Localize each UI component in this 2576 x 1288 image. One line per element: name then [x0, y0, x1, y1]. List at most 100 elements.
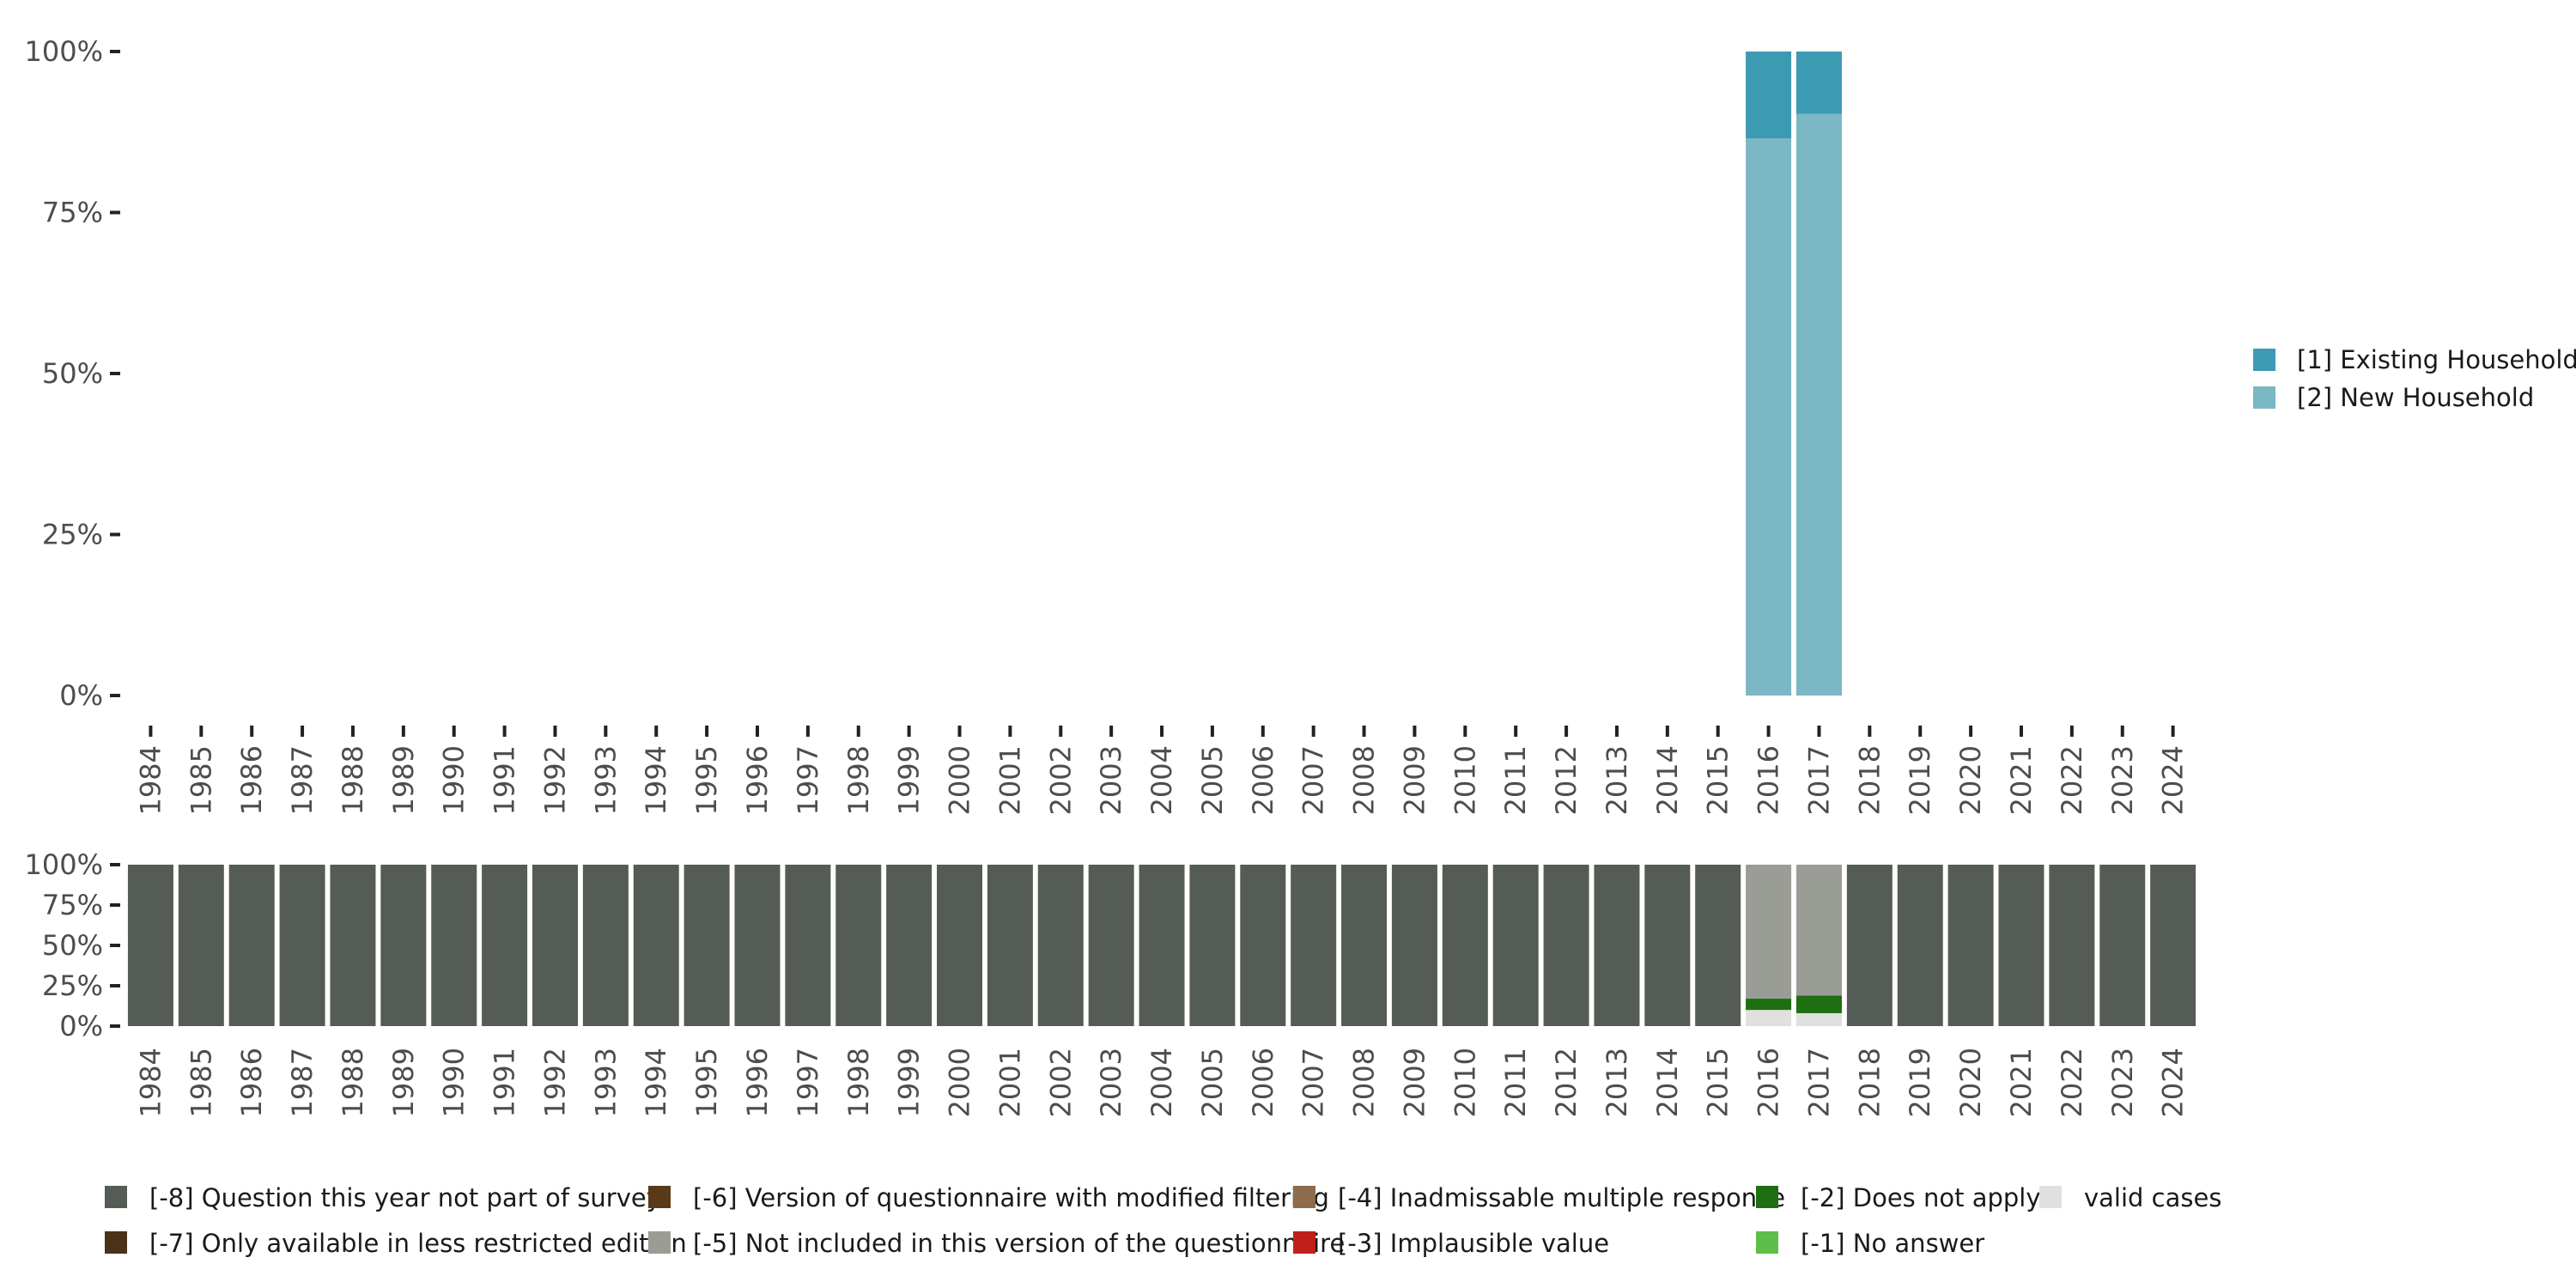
bar-segment — [785, 865, 831, 1026]
x-axis-tick-label: 1984 — [134, 745, 167, 815]
x-axis-tick-label: 2019 — [1904, 745, 1936, 815]
x-axis-tick-label: 2010 — [1449, 1048, 1481, 1117]
legend-swatch — [2253, 349, 2275, 371]
bar-segment — [1240, 865, 1286, 1026]
y-axis-tick-label: 50% — [42, 929, 103, 962]
x-axis-tick-label: 1985 — [185, 745, 217, 815]
x-axis-tick-label: 2003 — [1095, 745, 1127, 815]
x-axis-tick-label: 1986 — [235, 1048, 268, 1117]
legend-label: [-4] Inadmissable multiple response — [1338, 1183, 1785, 1212]
legend-swatch — [1293, 1186, 1315, 1208]
x-axis-tick-label: 2009 — [1398, 1048, 1431, 1117]
bar-segment — [127, 865, 173, 1026]
x-axis-tick-label: 2010 — [1449, 745, 1481, 815]
x-axis-tick-label: 1988 — [337, 745, 369, 815]
legend-swatch — [1293, 1231, 1315, 1254]
x-axis-tick-label: 2023 — [2106, 1048, 2139, 1117]
legend-label: valid cases — [2084, 1183, 2221, 1212]
x-axis-tick-label: 2011 — [1499, 1048, 1532, 1117]
legend-swatch — [105, 1231, 127, 1254]
x-axis-tick-label: 2012 — [1550, 1048, 1583, 1117]
bar-segment — [279, 865, 325, 1026]
x-axis-tick-label: 2002 — [1044, 1048, 1077, 1117]
x-axis-tick-label: 2024 — [2157, 1048, 2190, 1117]
x-axis-tick-label: 2017 — [1802, 745, 1835, 815]
legend-label: [-6] Version of questionnaire with modif… — [693, 1183, 1329, 1212]
x-axis-tick-label: 2021 — [2005, 1048, 2038, 1117]
x-axis-tick-label: 2022 — [2056, 1048, 2088, 1117]
bar-segment — [431, 865, 477, 1026]
x-axis-tick-label: 1988 — [337, 1048, 369, 1117]
x-axis-tick-label: 1991 — [489, 1048, 521, 1117]
x-axis-tick-label: 2016 — [1753, 1048, 1785, 1117]
x-axis-tick-label: 1987 — [286, 745, 319, 815]
x-axis-tick-label: 1997 — [792, 745, 824, 815]
legend-swatch — [1756, 1186, 1778, 1208]
x-axis-tick-label: 1987 — [286, 1048, 319, 1117]
bar-segment — [1897, 865, 1943, 1026]
x-axis-tick-label: 1991 — [489, 745, 521, 815]
bar-segment — [2099, 865, 2146, 1026]
x-axis-tick-label: 1985 — [185, 1048, 217, 1117]
bar-segment — [2150, 865, 2196, 1026]
bar-segment — [734, 865, 781, 1026]
bottom-chart-legend: [-8] Question this year not part of surv… — [105, 1183, 2221, 1258]
x-axis-tick-label: 2022 — [2056, 745, 2088, 815]
y-axis-tick-label: 100% — [25, 848, 103, 881]
bar-segment — [532, 865, 578, 1026]
x-axis-tick-label: 2008 — [1348, 745, 1381, 815]
x-axis-tick-label: 2020 — [1954, 745, 1987, 815]
legend-swatch — [648, 1231, 671, 1254]
x-axis-tick-label: 1989 — [387, 745, 420, 815]
x-axis-tick-label: 2000 — [944, 1048, 976, 1117]
bar-segment — [835, 865, 882, 1026]
x-axis-tick-label: 2002 — [1044, 745, 1077, 815]
x-axis-tick-label: 1994 — [640, 745, 672, 815]
x-axis-tick-label: 1992 — [538, 745, 571, 815]
x-axis-tick-label: 2006 — [1247, 1048, 1279, 1117]
x-axis-tick-label: 2007 — [1297, 1048, 1330, 1117]
x-axis-tick-label: 1999 — [893, 745, 926, 815]
legend-swatch — [105, 1186, 127, 1208]
x-axis-tick-label: 1997 — [792, 1048, 824, 1117]
x-axis-tick-label: 2018 — [1853, 1048, 1886, 1117]
bar-segment — [1695, 865, 1741, 1026]
x-axis-tick-label: 2001 — [993, 1048, 1026, 1117]
bar-segment — [1037, 865, 1084, 1026]
bar-segment — [1746, 138, 1792, 696]
x-axis-tick-label: 2021 — [2005, 745, 2038, 815]
x-axis-tick-label: 2017 — [1802, 1048, 1835, 1117]
bar-segment — [1088, 865, 1134, 1026]
bar-segment — [937, 865, 983, 1026]
bar-segment — [683, 865, 730, 1026]
bar-segment — [1746, 999, 1792, 1011]
top-chart-legend: [1] Existing Household [2] New Household — [2253, 345, 2576, 412]
x-axis-tick-label: 1996 — [741, 745, 774, 815]
bar-segment — [1746, 865, 1792, 999]
bar-segment — [1391, 865, 1437, 1026]
x-axis-tick-label: 2000 — [944, 745, 976, 815]
x-axis-tick-label: 2018 — [1853, 745, 1886, 815]
x-axis-tick-label: 2008 — [1348, 1048, 1381, 1117]
bar-segment — [1947, 865, 1994, 1026]
x-axis-tick-label: 2019 — [1904, 1048, 1936, 1117]
bar-segment — [1795, 113, 1842, 696]
legend-label: [1] Existing Household — [2297, 345, 2576, 374]
y-axis-tick-label: 25% — [42, 969, 103, 1002]
x-axis-tick-label: 2005 — [1196, 1048, 1229, 1117]
y-axis-tick-label: 0% — [59, 1010, 103, 1042]
x-axis-tick-label: 2009 — [1398, 745, 1431, 815]
bar-segment — [1795, 995, 1842, 1013]
y-axis-tick-label: 100% — [25, 35, 103, 68]
x-axis-tick-label: 2013 — [1601, 1048, 1633, 1117]
x-axis-tick-label: 2006 — [1247, 745, 1279, 815]
bar-segment — [1795, 1012, 1842, 1026]
top-chart-plot: 0% 25% 50% 75% 100% 1984 1985 1986 1987 1988 1989 1… — [25, 35, 2190, 815]
x-axis-tick-label: 1999 — [893, 1048, 926, 1117]
x-axis-tick-label: 2012 — [1550, 745, 1583, 815]
x-axis-tick-label: 2004 — [1145, 745, 1178, 815]
x-axis-tick-label: 1984 — [134, 1048, 167, 1117]
bar-segment — [1846, 865, 1893, 1026]
x-axis-tick-label: 1994 — [640, 1048, 672, 1117]
